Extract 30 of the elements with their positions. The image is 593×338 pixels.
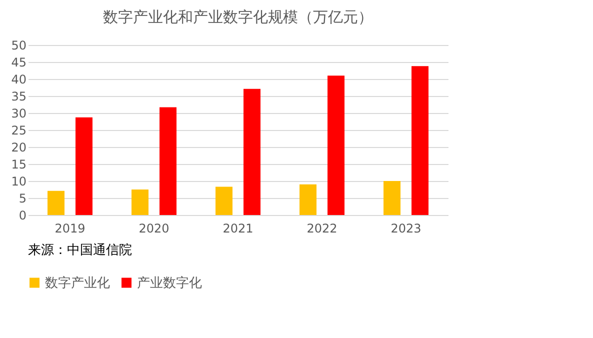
y-tick-label: 25 xyxy=(11,124,26,138)
chart-title: 数字产业化和产业数字化规模（万亿元） xyxy=(103,8,373,26)
source-note: 来源：中国通信院 xyxy=(28,243,132,258)
bar xyxy=(160,107,176,215)
x-tick-label: 2020 xyxy=(138,222,170,236)
y-tick-label: 5 xyxy=(18,192,26,206)
legend-label: 数字产业化 xyxy=(45,274,110,291)
y-tick-label: 15 xyxy=(11,158,26,172)
x-tick-label: 2023 xyxy=(390,222,422,236)
bar xyxy=(300,184,316,215)
bar xyxy=(244,88,260,215)
y-tick-label: 50 xyxy=(11,38,26,52)
bar xyxy=(328,76,344,215)
legend-label: 产业数字化 xyxy=(137,274,202,291)
y-tick-label: 10 xyxy=(11,174,26,188)
bar xyxy=(48,190,64,215)
y-tick-label: 45 xyxy=(11,56,26,70)
y-tick-label: 20 xyxy=(11,140,26,154)
y-tick-label: 40 xyxy=(11,72,26,86)
x-tick-label: 2021 xyxy=(222,222,254,236)
bar xyxy=(384,181,400,215)
x-tick-label: 2022 xyxy=(306,222,338,236)
bar xyxy=(216,186,232,215)
y-tick-label: 30 xyxy=(11,106,26,120)
bar xyxy=(132,190,148,215)
y-tick-label: 0 xyxy=(18,208,26,222)
y-tick-label: 35 xyxy=(11,90,26,104)
bar xyxy=(412,66,428,215)
x-tick-label: 2019 xyxy=(54,222,86,236)
bar xyxy=(76,117,92,215)
